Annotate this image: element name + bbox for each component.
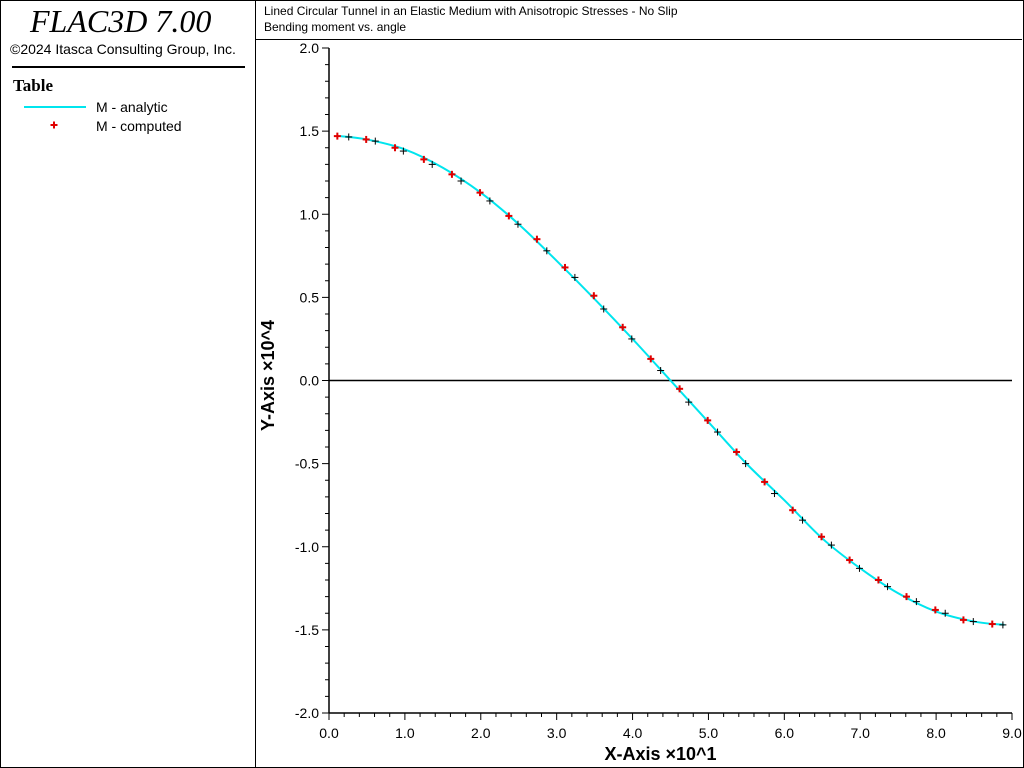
data-point <box>571 273 579 281</box>
data-point <box>733 448 741 456</box>
legend-item-computed: M - computed <box>0 117 250 135</box>
legend-item-analytic: M - analytic <box>0 98 250 116</box>
legend-label-computed: M - computed <box>96 118 182 134</box>
data-point <box>742 460 750 468</box>
data-point <box>505 212 513 220</box>
x-tick-label: 3.0 <box>547 725 567 741</box>
x-tick-label: 9.0 <box>1002 725 1022 741</box>
data-point <box>561 263 569 271</box>
y-tick-label: -1.5 <box>295 622 319 638</box>
data-point <box>371 137 379 145</box>
data-point <box>931 606 939 614</box>
y-tick-label: -0.5 <box>295 456 319 472</box>
data-point <box>647 355 655 363</box>
legend-divider <box>12 66 245 68</box>
data-point <box>903 593 911 601</box>
y-tick-label: 1.0 <box>300 206 320 222</box>
data-point <box>770 490 778 498</box>
data-point <box>457 177 465 185</box>
y-tick-label: 0.5 <box>300 289 320 305</box>
plot-header: Lined Circular Tunnel in an Elastic Medi… <box>256 0 1022 40</box>
plus-marker-icon <box>50 121 58 129</box>
data-point <box>476 189 484 197</box>
data-point <box>391 144 399 152</box>
data-point <box>628 335 636 343</box>
data-point <box>912 598 920 606</box>
data-point <box>543 247 551 255</box>
data-point <box>657 367 665 375</box>
y-tick-label: 1.5 <box>300 123 320 139</box>
x-tick-label: 0.0 <box>319 725 339 741</box>
app-title: FLAC3D 7.00 <box>30 3 212 39</box>
data-point <box>362 135 370 143</box>
data-point <box>600 305 608 313</box>
data-point <box>428 160 436 168</box>
data-point <box>714 428 722 436</box>
chart-area: 2.01.51.00.50.0-0.5-1.0-1.5-2.00.0 1.0 2.0… <box>258 41 1022 764</box>
line-swatch-icon <box>24 106 86 108</box>
y-tick-label: -2.0 <box>295 705 319 721</box>
y-tick-label: -1.0 <box>295 539 319 555</box>
x-tick-label: 5.0 <box>699 725 719 741</box>
data-point <box>818 533 826 541</box>
data-point <box>399 147 407 155</box>
legend-title: Table <box>13 76 54 95</box>
data-point <box>999 621 1007 629</box>
data-point <box>345 133 353 141</box>
copyright-notice: ©2024 Itasca Consulting Group, Inc. <box>10 41 236 57</box>
plot-title: Lined Circular Tunnel in an Elastic Medi… <box>264 4 678 18</box>
x-axis-label: X-Axis ×10^1 <box>604 744 716 764</box>
data-point <box>855 564 863 572</box>
data-point <box>619 323 627 331</box>
data-point <box>533 235 541 243</box>
x-tick-label: 1.0 <box>395 725 415 741</box>
data-point <box>676 385 684 393</box>
data-point <box>874 576 882 584</box>
data-point <box>799 516 807 524</box>
y-tick-label: 0.0 <box>300 373 320 389</box>
data-point <box>884 583 892 591</box>
legend-label-analytic: M - analytic <box>96 99 168 115</box>
data-point <box>448 170 456 178</box>
data-point <box>486 197 494 205</box>
legend-panel: FLAC3D 7.00 ©2024 Itasca Consulting Grou… <box>0 0 256 768</box>
data-point <box>420 155 428 163</box>
data-point <box>969 618 977 626</box>
data-point <box>827 541 835 549</box>
data-point <box>514 220 522 228</box>
data-point <box>333 132 341 140</box>
x-tick-label: 7.0 <box>850 725 870 741</box>
data-point <box>685 398 693 406</box>
data-point <box>761 478 769 486</box>
data-point <box>941 609 949 617</box>
series-line-analytic <box>340 135 1005 626</box>
x-tick-label: 6.0 <box>775 725 795 741</box>
y-axis-label: Y-Axis ×10^4 <box>258 320 278 431</box>
data-point <box>789 506 797 514</box>
y-tick-label: 2.0 <box>300 41 320 56</box>
x-tick-label: 4.0 <box>623 725 643 741</box>
data-point <box>590 292 598 300</box>
data-point <box>988 620 996 628</box>
data-point <box>959 616 967 624</box>
x-tick-label: 8.0 <box>926 725 946 741</box>
data-point <box>704 416 712 424</box>
plot-subtitle: Bending moment vs. angle <box>264 20 407 34</box>
x-tick-label: 2.0 <box>471 725 491 741</box>
data-point <box>846 556 854 564</box>
